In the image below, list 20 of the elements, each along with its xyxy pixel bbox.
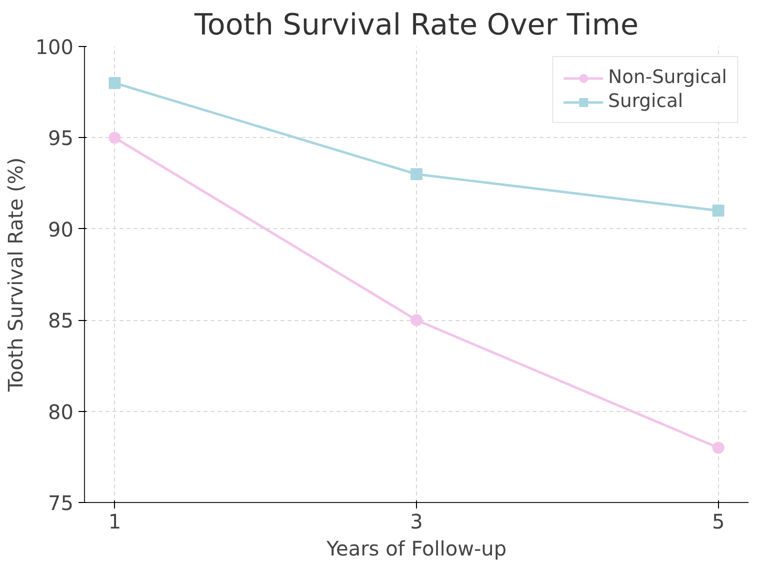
point <box>410 314 422 326</box>
legend-label: Surgical <box>608 91 684 112</box>
y-tick-label: 100 <box>35 35 74 59</box>
legend-label: Non-Surgical <box>608 67 727 88</box>
y-axis-title: Tooth Survival Rate (%) <box>3 158 28 392</box>
point <box>410 168 422 180</box>
point <box>712 204 724 217</box>
chart-title: Tooth Survival Rate Over Time <box>194 8 639 42</box>
point <box>108 132 121 144</box>
y-tick-label: 85 <box>48 308 74 333</box>
point <box>712 442 724 454</box>
y-tick-label: 75 <box>48 491 74 515</box>
x-tick-label: 3 <box>410 510 423 534</box>
y-tick-label: 90 <box>48 217 74 242</box>
x-tick-label: 5 <box>712 510 725 534</box>
y-tick-label: 80 <box>48 400 74 424</box>
y-tick-label: 95 <box>48 126 74 150</box>
x-tick-label: 1 <box>108 510 122 534</box>
x-axis-title: Years of Follow-up <box>325 536 507 560</box>
point <box>108 76 121 89</box>
